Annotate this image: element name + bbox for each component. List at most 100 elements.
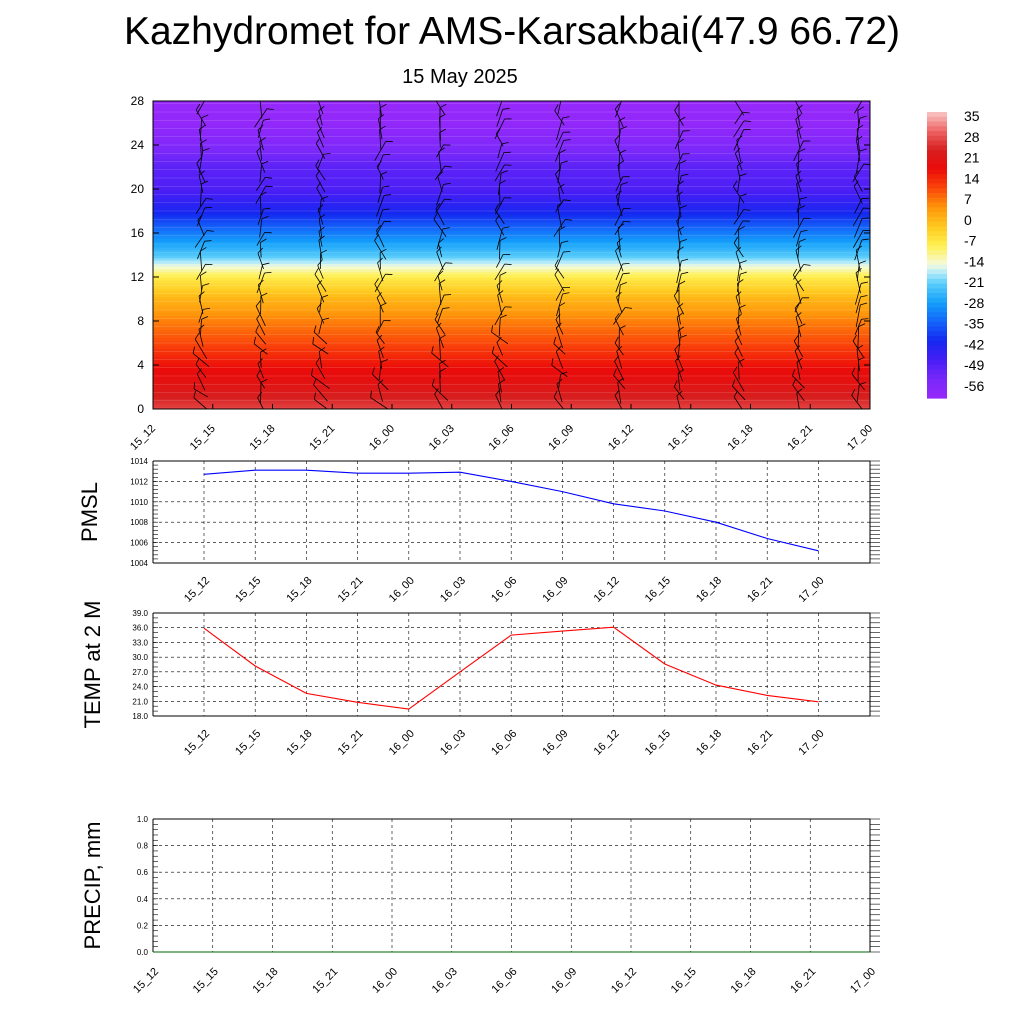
wind-barb-flag <box>796 357 803 363</box>
wind-barb <box>376 195 385 217</box>
y-tick-label: 36.0 <box>132 624 148 633</box>
wind-barb-flag <box>498 379 505 385</box>
heatmap-band <box>153 359 870 363</box>
wind-barb-flag <box>859 381 866 386</box>
heatmap-band <box>153 164 870 168</box>
wind-barb-flag <box>614 336 619 344</box>
x-tick-label: 15_15 <box>191 966 221 996</box>
heatmap-band <box>153 299 870 303</box>
wind-barb <box>319 297 322 313</box>
wind-barb-flag <box>378 114 385 119</box>
wind-barb-flag <box>376 160 382 167</box>
wind-barb-flag <box>203 307 211 310</box>
wind-barb <box>434 394 444 409</box>
wind-barb-flag <box>379 104 387 109</box>
wind-barb <box>558 306 561 326</box>
wind-barb-flag <box>616 237 623 244</box>
wind-barb-flag <box>495 127 501 135</box>
colorbar-cell <box>927 140 947 146</box>
x-tick-label: 16_00 <box>370 966 400 996</box>
wind-barb-flag <box>618 117 626 122</box>
wind-barb <box>614 140 625 162</box>
wind-barb <box>677 207 681 227</box>
wind-barb <box>317 101 324 115</box>
wind-barb-flag <box>680 205 687 209</box>
wind-barb <box>374 141 387 161</box>
heatmap-band <box>153 301 870 306</box>
wind-barb <box>196 373 206 391</box>
heatmap-band <box>153 296 870 300</box>
wind-barb <box>495 220 505 236</box>
wind-barb <box>495 152 505 172</box>
wind-barb-flag <box>376 292 382 298</box>
x-tick-label: 16_09 <box>540 728 570 758</box>
heatmap-band <box>153 384 870 388</box>
wind-barb <box>257 253 264 269</box>
wind-barb <box>194 230 208 248</box>
wind-barb-flag <box>260 292 268 297</box>
colorbar-cell <box>927 355 947 361</box>
x-tick-label: 16_18 <box>729 966 759 996</box>
wind-barb-flag <box>735 147 741 154</box>
wind-barb-flag <box>616 346 623 352</box>
wind-barb-flag <box>313 392 316 400</box>
wind-barb <box>737 362 740 380</box>
wind-barb <box>555 251 564 271</box>
wind-barb-flag <box>257 279 264 286</box>
heatmap-band <box>153 233 870 237</box>
colorbar-cell <box>927 159 947 166</box>
wind-barb-flag <box>674 343 680 350</box>
colorbar-cell <box>927 150 947 156</box>
wind-barb-flag <box>735 291 742 297</box>
heatmap-band <box>153 321 870 325</box>
wind-barb-flag <box>677 226 685 231</box>
wind-barb-flag <box>614 389 620 396</box>
wind-barb <box>677 337 681 361</box>
wind-barb <box>378 351 383 369</box>
wind-barb-flag <box>793 335 799 342</box>
wind-barb-flag <box>625 307 633 309</box>
wind-barb <box>195 198 207 214</box>
heatmap-band <box>153 131 870 135</box>
wind-barb <box>792 274 805 292</box>
wind-barb-flag <box>738 358 745 363</box>
wind-barb <box>676 220 682 236</box>
wind-barb <box>434 165 446 181</box>
heatmap-band <box>153 180 870 185</box>
wind-barb <box>377 209 383 225</box>
wind-barb-flag <box>558 302 566 307</box>
heatmap-band <box>153 271 870 275</box>
wind-barb-flag <box>206 230 214 232</box>
colorbar: 35 28 21 14 7 0 -7 -14 -21 -28 -35 -42 -49 -56 <box>927 108 984 399</box>
wind-barb-flag <box>796 388 803 394</box>
wind-barb-flag <box>502 107 510 110</box>
wind-barb-flag <box>317 204 324 210</box>
wind-barb-flag <box>619 325 626 330</box>
wind-barb <box>555 140 564 162</box>
wind-barb <box>857 326 860 350</box>
wind-barb <box>735 330 743 346</box>
wind-barb <box>491 352 508 368</box>
x-tick-label: 16_18 <box>694 575 724 605</box>
wind-barb <box>676 317 682 337</box>
wind-barb <box>194 338 208 360</box>
wind-barb-flag <box>855 245 863 251</box>
wind-barb-flag <box>196 157 202 164</box>
wind-barb <box>737 196 741 216</box>
wind-barb-flag <box>202 283 210 287</box>
wind-barb-flag <box>733 390 738 398</box>
wind-barb-flag <box>734 93 738 99</box>
wind-barb-flag <box>198 170 205 176</box>
x-tick-label: 16_15 <box>669 966 699 996</box>
wind-barb <box>737 262 741 282</box>
heatmap-band <box>153 194 870 198</box>
wind-barb <box>254 108 268 128</box>
heatmap-band <box>153 101 870 105</box>
heatmap-band <box>153 136 870 141</box>
wind-barb <box>677 142 681 160</box>
heatmap-y-tick-label: 0 <box>137 402 144 416</box>
wind-barb <box>797 241 800 259</box>
wind-barb <box>673 295 685 315</box>
wind-barb <box>195 109 207 127</box>
heatmap-band <box>153 373 870 377</box>
